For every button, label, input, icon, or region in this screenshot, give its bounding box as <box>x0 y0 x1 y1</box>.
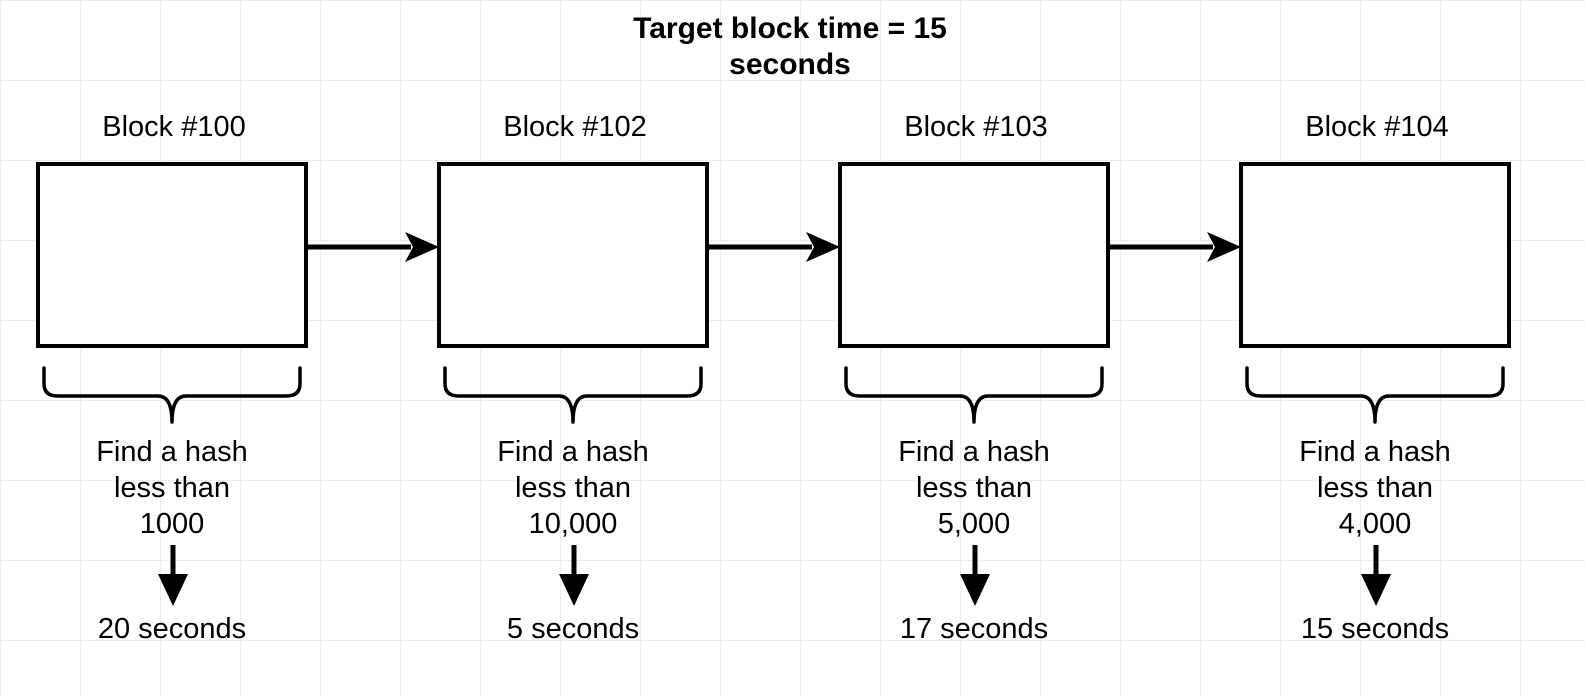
block-time: 20 seconds <box>98 613 246 645</box>
right-arrow-icon <box>405 232 439 262</box>
block-time: 5 seconds <box>507 613 639 645</box>
block-label: Block #104 <box>1305 111 1449 143</box>
right-arrow-icon <box>806 232 840 262</box>
diagram-title-line-2: seconds <box>729 48 851 81</box>
hash-condition-line: less than <box>1317 472 1433 504</box>
right-arrow-icon <box>1207 232 1241 262</box>
hash-condition-line: less than <box>916 472 1032 504</box>
hash-condition-line: Find a hash <box>1299 436 1451 468</box>
block-label: Block #103 <box>904 111 1048 143</box>
curly-brace-icon <box>1245 366 1505 424</box>
block-label: Block #100 <box>102 111 246 143</box>
hash-condition-line: Find a hash <box>497 436 649 468</box>
diagram-title-line-1: Target block time = 15 <box>633 12 947 45</box>
block-label: Block #102 <box>503 111 647 143</box>
curly-brace-icon <box>844 366 1104 424</box>
hash-condition-line: 10,000 <box>529 508 618 540</box>
down-arrow-icon <box>158 574 188 606</box>
hash-condition-line: less than <box>114 472 230 504</box>
block-box <box>437 162 709 348</box>
block-column: Block #103 Find a hash less than 5,000 17 se… <box>838 111 1110 645</box>
curly-brace-icon <box>443 366 703 424</box>
block-box <box>36 162 308 348</box>
hash-condition-line: 1000 <box>140 508 205 540</box>
block-box <box>838 162 1110 348</box>
block-sequence: Block #100 Find a hash less than 1000 20 sec… <box>36 111 1511 645</box>
hash-condition-line: Find a hash <box>898 436 1050 468</box>
down-arrow-icon <box>1361 574 1391 606</box>
block-box <box>1239 162 1511 348</box>
block-column: Block #102 Find a hash less than 10,000 5 se… <box>437 111 709 645</box>
hash-condition-line: less than <box>515 472 631 504</box>
down-arrow-icon <box>960 574 990 606</box>
block-column: Block #104 Find a hash less than 4,000 15 se… <box>1239 111 1511 645</box>
block-time: 15 seconds <box>1301 613 1449 645</box>
block-column: Block #100 Find a hash less than 1000 20 sec… <box>36 111 308 645</box>
hash-condition-line: 5,000 <box>938 508 1011 540</box>
down-arrow-icon <box>559 574 589 606</box>
hash-condition-line: 4,000 <box>1339 508 1412 540</box>
curly-brace-icon <box>42 366 302 424</box>
block-links <box>308 232 1241 262</box>
hash-condition-line: Find a hash <box>96 436 248 468</box>
block-time: 17 seconds <box>900 613 1048 645</box>
